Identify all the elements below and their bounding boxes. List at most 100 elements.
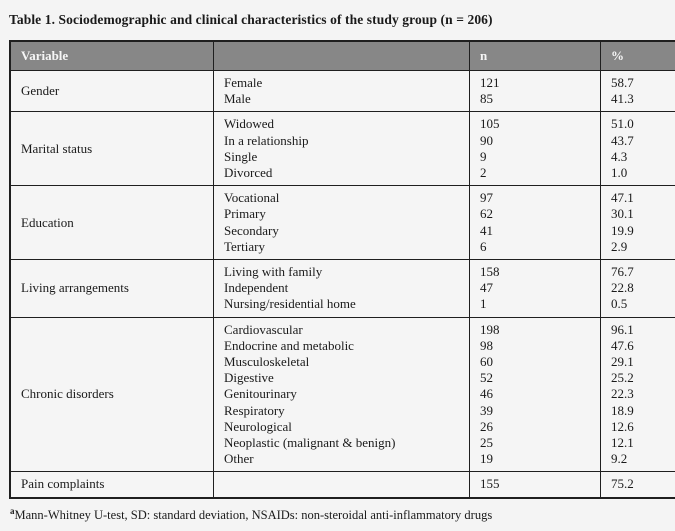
footnote-text: Mann-Whitney U-test, SD: standard deviat… <box>14 507 493 522</box>
level-label: Tertiary <box>224 238 265 254</box>
level-label: Nursing/residential home <box>224 296 356 312</box>
percent-value: 25.2 <box>611 370 634 386</box>
n-value: 62 <box>480 206 493 222</box>
percent-value: 47.6 <box>611 337 634 353</box>
column-header-percent: % <box>600 40 675 71</box>
percent-value: 12.6 <box>611 418 634 434</box>
variable-label: Education <box>21 214 74 230</box>
n-value: 105 <box>480 116 500 132</box>
n-value: 60 <box>480 354 493 370</box>
percent-value: 75.2 <box>611 476 634 492</box>
n-cell: 198 98 60 52 46 39 26 25 19 <box>469 316 601 473</box>
level-label: Female <box>224 75 263 90</box>
n-value: 121 <box>480 75 500 90</box>
table-row-group: Education Vocational Primary Secondary Terti… <box>9 185 675 261</box>
n-value: 155 <box>480 476 500 492</box>
percent-value: 96.1 <box>611 321 634 337</box>
n-value: 19 <box>480 451 493 467</box>
percent-value: 47.1 <box>611 190 634 206</box>
level-label: Endocrine and metabolic <box>224 337 354 353</box>
n-value: 2 <box>480 165 487 181</box>
level-label: Genitourinary <box>224 386 297 402</box>
column-header-variable: Variable <box>9 40 214 71</box>
level-label: Divorced <box>224 165 273 181</box>
percent-cell: 51.0 43.7 4.3 1.0 <box>600 111 675 187</box>
n-value: 1 <box>480 296 487 312</box>
variable-cell: Marital status <box>9 111 214 187</box>
variable-cell: Chronic disorders <box>9 316 214 473</box>
table-row-group: Living arrangements Living with family Ind… <box>9 259 675 318</box>
percent-value: 30.1 <box>611 206 634 222</box>
percent-value: 41.3 <box>611 91 634 107</box>
level-cell: Living with family Independent Nursing/res… <box>213 259 470 318</box>
n-cell: 121 85 <box>469 69 601 113</box>
n-cell: 105 90 9 2 <box>469 111 601 187</box>
n-cell: 155 <box>469 471 601 499</box>
level-label: Neoplastic (malignant & benign) <box>224 435 396 451</box>
n-value: 26 <box>480 418 493 434</box>
n-value: 158 <box>480 264 500 280</box>
n-value: 198 <box>480 321 500 337</box>
percent-value: 58.7 <box>611 75 634 90</box>
level-label: Cardiovascular <box>224 321 303 337</box>
variable-label: Living arrangements <box>21 280 129 296</box>
level-label: Single <box>224 148 258 164</box>
variable-cell: Pain complaints <box>9 471 214 499</box>
variable-cell: Gender <box>9 69 214 113</box>
n-value: 85 <box>480 91 493 107</box>
level-label: In a relationship <box>224 132 309 148</box>
percent-value: 18.9 <box>611 402 634 418</box>
table-row-group: Chronic disorders Cardiovascular Endocrine… <box>9 316 675 473</box>
table-body: Gender Female Male 121 85 58.7 41.3 Marital sta… <box>9 69 675 499</box>
n-value: 90 <box>480 132 493 148</box>
percent-value: 29.1 <box>611 354 634 370</box>
level-label: Neurological <box>224 418 292 434</box>
level-cell: Female Male <box>213 69 470 113</box>
table-row-group: Gender Female Male 121 85 58.7 41.3 <box>9 69 675 113</box>
percent-value: 22.3 <box>611 386 634 402</box>
level-label: Independent <box>224 280 289 296</box>
footnote-superscript: a <box>10 505 15 516</box>
level-label: Vocational <box>224 190 280 206</box>
variable-label: Marital status <box>21 140 93 156</box>
table-row-group: Marital status Widowed In a relationship Si… <box>9 111 675 187</box>
table-title: Table 1. Sociodemographic and clinical c… <box>9 12 493 27</box>
percent-cell: 76.7 22.8 0.5 <box>600 259 675 318</box>
n-value: 9 <box>480 148 487 164</box>
n-value: 47 <box>480 280 493 296</box>
n-value: 46 <box>480 386 493 402</box>
percent-value: 51.0 <box>611 116 634 132</box>
column-header-n: n <box>469 40 601 71</box>
percent-value: 43.7 <box>611 132 634 148</box>
n-value: 6 <box>480 238 487 254</box>
percent-value: 22.8 <box>611 280 634 296</box>
level-label: Male <box>224 91 251 107</box>
level-cell <box>213 471 470 499</box>
variable-label: Gender <box>21 83 60 99</box>
n-cell: 97 62 41 6 <box>469 185 601 261</box>
n-value: 98 <box>480 337 493 353</box>
n-value: 39 <box>480 402 493 418</box>
header-row: Variable n % <box>9 40 675 71</box>
level-cell: Cardiovascular Endocrine and metabolic Mus… <box>213 316 470 473</box>
table-header: Variable n % <box>9 40 675 71</box>
percent-value: 0.5 <box>611 296 628 312</box>
n-value: 25 <box>480 435 493 451</box>
table-row-group: Pain complaints 155 75.2 <box>9 471 675 499</box>
n-value: 97 <box>480 190 493 206</box>
level-label: Primary <box>224 206 266 222</box>
level-label: Respiratory <box>224 402 285 418</box>
variable-label: Pain complaints <box>21 476 105 492</box>
percent-value: 9.2 <box>611 451 628 467</box>
level-label: Living with family <box>224 264 323 280</box>
variable-cell: Living arrangements <box>9 259 214 318</box>
footnote: aMann-Whitney U-test, SD: standard devia… <box>10 506 666 523</box>
n-cell: 158 47 1 <box>469 259 601 318</box>
n-value: 52 <box>480 370 493 386</box>
percent-value: 76.7 <box>611 264 634 280</box>
percent-cell: 96.1 47.6 29.1 25.2 22.3 18.9 12.6 12.1 9.2 <box>600 316 675 473</box>
variable-cell: Education <box>9 185 214 261</box>
level-label: Widowed <box>224 116 275 132</box>
percent-value: 2.9 <box>611 238 628 254</box>
